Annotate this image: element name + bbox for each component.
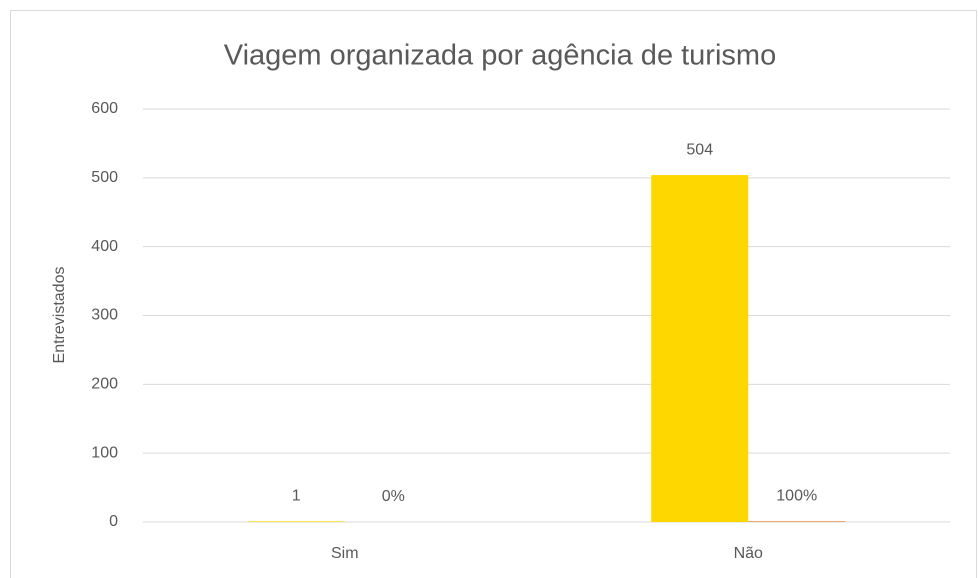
data-label: 504 bbox=[686, 141, 713, 158]
bar bbox=[651, 175, 749, 522]
x-tick-label: Não bbox=[734, 545, 763, 562]
chart-frame bbox=[10, 10, 977, 578]
y-tick-label: 500 bbox=[91, 169, 118, 186]
x-tick-label: Sim bbox=[331, 545, 359, 562]
bar bbox=[247, 521, 345, 522]
chart-title: Viagem organizada por agência de turismo bbox=[224, 40, 776, 72]
data-label: 1 bbox=[292, 488, 301, 505]
y-tick-label: 100 bbox=[91, 444, 118, 461]
y-tick-label: 600 bbox=[91, 100, 118, 117]
y-tick-label: 0 bbox=[109, 513, 118, 530]
bar bbox=[748, 521, 846, 522]
y-axis-label: Entrevistados bbox=[51, 267, 68, 364]
data-label: 0% bbox=[382, 488, 405, 505]
y-tick-label: 400 bbox=[91, 238, 118, 255]
y-tick-label: 200 bbox=[91, 376, 118, 393]
y-tick-label: 300 bbox=[91, 307, 118, 324]
data-label: 100% bbox=[776, 488, 817, 505]
